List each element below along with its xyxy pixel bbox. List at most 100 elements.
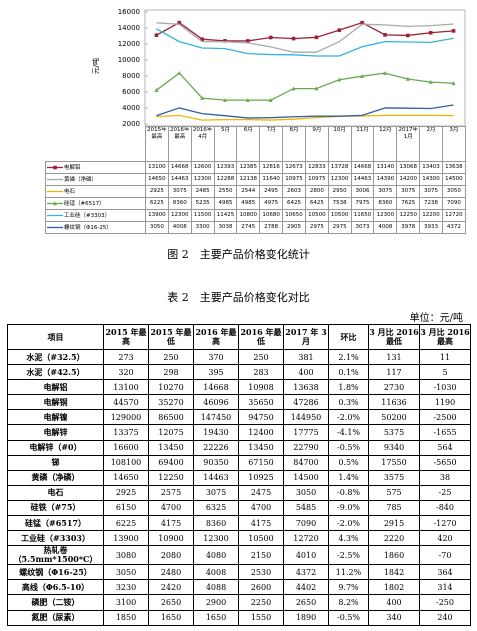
cell: 5 bbox=[419, 364, 471, 381]
cell: 4372 bbox=[283, 564, 329, 581]
cell: 35270 bbox=[148, 394, 194, 411]
category-label: 2月 bbox=[419, 126, 443, 162]
cell: 50200 bbox=[368, 409, 420, 426]
value-cell: 3006 bbox=[350, 185, 375, 198]
value-cell: 6425 bbox=[282, 197, 306, 210]
value-cell: 13728 bbox=[327, 161, 352, 174]
value-cell: 8360 bbox=[373, 197, 398, 210]
cell: -0.5% bbox=[328, 439, 369, 456]
table-row: 电解锌（#0） 16600 13450 22226 13450 22790 -0.5% 934… bbox=[7, 439, 471, 456]
marker bbox=[177, 20, 182, 25]
cell: 1650 bbox=[193, 609, 239, 626]
marker bbox=[200, 95, 205, 100]
cell: 1.8% bbox=[328, 379, 369, 396]
cell: 22226 bbox=[193, 439, 239, 456]
cell: 11 bbox=[419, 348, 471, 366]
category-label: 2017年1月 bbox=[396, 126, 421, 162]
marker bbox=[314, 35, 319, 40]
cell: 395 bbox=[193, 364, 239, 381]
cell: 4402 bbox=[283, 579, 329, 596]
series-line bbox=[156, 21, 454, 42]
cell: 4088 bbox=[193, 579, 239, 596]
marker bbox=[360, 20, 364, 25]
marker bbox=[246, 39, 250, 43]
category-label: 2015年最高 bbox=[145, 126, 169, 162]
value-cell: 12300 bbox=[190, 173, 215, 186]
value-cell: 4008 bbox=[373, 221, 398, 234]
cell: 2220 bbox=[368, 530, 420, 547]
cell: 13450 bbox=[148, 439, 194, 456]
value-cell: 10650 bbox=[282, 209, 306, 222]
value-cell: 3978 bbox=[396, 221, 421, 234]
category-label: 9月 bbox=[304, 126, 329, 162]
value-cell: 2603 bbox=[282, 185, 306, 198]
cell: 131 bbox=[368, 348, 420, 366]
cell: 13375 bbox=[103, 424, 149, 441]
cell: 420 bbox=[419, 530, 471, 547]
value-cell: 2905 bbox=[282, 221, 306, 234]
table-row: 硅锰（#6517） 6225 4175 8360 4175 7090 -2.0% 2915 -1… bbox=[7, 515, 471, 532]
cell: -1030 bbox=[419, 379, 471, 396]
cell: 6225 bbox=[103, 515, 149, 532]
category-label: 12月 bbox=[373, 126, 398, 162]
value-cell: 12816 bbox=[259, 161, 284, 174]
row-label: 锑 bbox=[7, 454, 104, 471]
legend-icon bbox=[47, 190, 63, 192]
series-row: 黄磷（净磷） 14650 14463 12300 12288 12138 11640 1097… bbox=[45, 173, 466, 186]
table-row: 热轧卷（5.5mm*1500*C） 3080 2080 4080 2150 4010 -2.… bbox=[7, 545, 471, 566]
marker bbox=[451, 29, 456, 33]
cell: 12400 bbox=[238, 424, 284, 441]
value-cell: 10500 bbox=[304, 209, 329, 222]
series-name: 黄磷（净磷） bbox=[64, 176, 98, 183]
value-cell: 12385 bbox=[236, 161, 261, 174]
value-cell: 2544 bbox=[236, 185, 261, 198]
cell: 69400 bbox=[148, 454, 194, 471]
value-cell: 12300 bbox=[167, 209, 192, 222]
marker bbox=[451, 81, 456, 86]
header-cell: 2016 年最低 bbox=[238, 324, 284, 350]
y-tick-label: 6000 bbox=[122, 88, 140, 96]
cell: 4700 bbox=[238, 499, 284, 517]
cell: 1860 bbox=[368, 545, 420, 566]
value-cell: 2495 bbox=[259, 185, 284, 198]
row-label: 电解铝 bbox=[7, 379, 104, 396]
comparison-table: 项目 2015 年最高 2015 年最低 2016 年最高 2016 年最低 2017 年… bbox=[7, 324, 471, 626]
value-cell: 10975 bbox=[282, 173, 306, 186]
cell: 0.5% bbox=[328, 454, 369, 471]
header-cell: 2015 年最低 bbox=[148, 324, 194, 350]
marker bbox=[223, 39, 227, 43]
cell: 5375 bbox=[368, 424, 420, 441]
cell: 2530 bbox=[238, 564, 284, 581]
cell: 13100 bbox=[103, 379, 149, 396]
cell: 4700 bbox=[148, 499, 194, 517]
cell: 4175 bbox=[148, 515, 194, 532]
cell: 17775 bbox=[283, 424, 329, 441]
table-row: 电石 2925 2575 3075 2475 3050 -0.8% 575 -25 bbox=[7, 484, 471, 501]
cell: 1190 bbox=[419, 394, 471, 411]
series-row: 工业硅（#3303） 13900 12300 11500 11425 10800 10680… bbox=[45, 209, 466, 222]
series-line bbox=[156, 28, 454, 57]
row-label: 热轧卷（5.5mm*1500*C） bbox=[7, 545, 104, 566]
cell: 0.3% bbox=[328, 394, 369, 411]
cell: 14668 bbox=[193, 379, 239, 396]
value-cell: 6225 bbox=[145, 197, 169, 210]
marker bbox=[406, 33, 410, 38]
cell: 5485 bbox=[283, 499, 329, 517]
header-cell: 3 月比 2016 最高 bbox=[419, 324, 471, 350]
marker bbox=[337, 28, 342, 32]
series-name: 硅锰（#6517） bbox=[64, 200, 105, 207]
value-cell: 12138 bbox=[236, 173, 261, 186]
y-tick-label: 8000 bbox=[122, 72, 140, 80]
header-cell: 2015 年最高 bbox=[103, 324, 149, 350]
value-cell: 14650 bbox=[145, 173, 169, 186]
value-cell: 14300 bbox=[419, 173, 443, 186]
value-cell: 14500 bbox=[441, 173, 466, 186]
cell: 9.7% bbox=[328, 579, 369, 596]
value-cell: 4985 bbox=[236, 197, 261, 210]
header-row: 2015年最高 2016年最高 2016年4月 5月 6月 7月 8月 9月 10月 11月 12月… bbox=[46, 126, 466, 162]
row-label: 电解铜 bbox=[7, 394, 104, 411]
value-cell: 7538 bbox=[327, 197, 352, 210]
cell: 785 bbox=[368, 499, 420, 517]
cell: 1.4% bbox=[328, 469, 369, 486]
cell: 2915 bbox=[368, 515, 420, 532]
